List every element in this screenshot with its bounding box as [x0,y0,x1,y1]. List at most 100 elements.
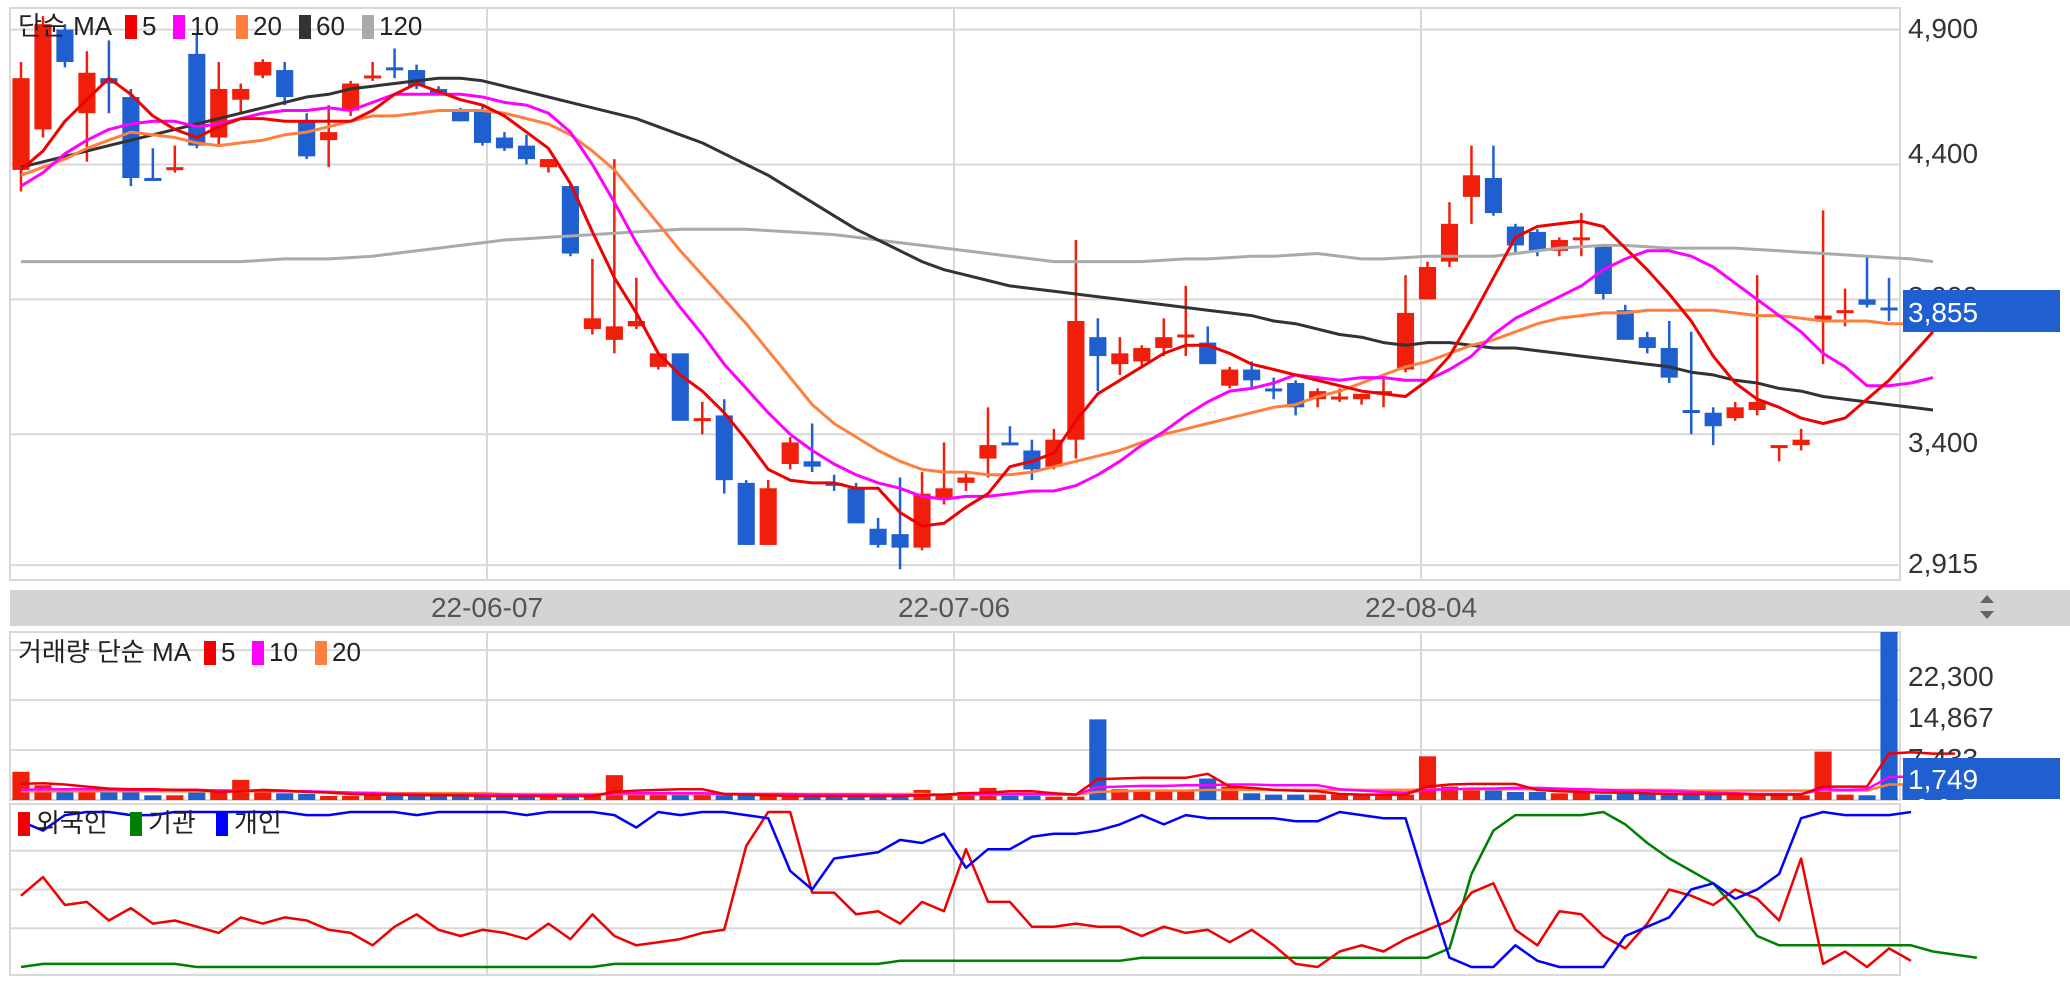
volume-bar [1748,794,1766,800]
volume-bar [473,795,492,800]
price-tick-label: 4,900 [1908,13,1978,44]
volume-bar [1704,794,1722,800]
volume-bar [1550,793,1568,800]
price-ma-label: 120 [379,11,422,41]
volume-bar [429,795,448,800]
candle-body [1067,320,1085,440]
date-bar [10,590,1903,626]
candle-body [869,528,887,545]
candle [254,59,272,79]
volume-bar [627,791,645,800]
candle-body [935,488,953,500]
volume-bar [451,795,470,800]
candle [232,83,250,114]
candle-body [122,97,140,178]
candle-body [1001,442,1019,446]
candle-body [1331,396,1349,400]
date-label: 22-07-06 [898,592,1010,623]
volume-bar [1572,791,1590,800]
investor-legend: 외국인 기관 개인 [18,808,282,838]
current-volume-bg [1903,758,2060,799]
current-price-text: 3,855 [1908,297,1978,328]
volume-bar [1243,793,1261,800]
candle-body [1748,401,1766,411]
grid-lines [9,7,1901,976]
date-label: 22-06-07 [431,592,543,623]
candle-body [320,132,338,141]
volume-bar [539,795,558,800]
volume-bar [1770,794,1788,800]
volume-bar [188,792,206,800]
price-ma-swatch [299,15,311,39]
volume-bar [1045,796,1063,800]
price-ma-label: 60 [316,11,345,41]
candle [539,159,558,173]
volume-bar [1792,795,1810,800]
current-price-label: 3,855 [1903,290,2060,332]
volume-bar [1374,794,1393,800]
volume-bar [715,795,733,800]
volume-bar [1858,795,1876,800]
candle [1682,331,1700,435]
investor-label: 기관 [148,808,196,838]
candle-body [913,493,931,548]
candle [517,134,536,165]
volume-bar [144,795,162,800]
price-ma-label: 5 [142,11,156,41]
volume-bar [847,795,865,800]
volume-bar [935,793,953,800]
volume-bar [1638,793,1656,800]
volume-bar [1155,790,1173,800]
candle-body [583,318,601,330]
candle-body [1550,240,1568,251]
candle-body [627,320,645,327]
candle-body [517,145,536,160]
candle-body [451,110,470,122]
candle-body [298,121,316,157]
ma10-line [20,92,1934,501]
candle-body [495,137,514,149]
candle-body [1111,353,1129,365]
candle [386,48,404,79]
candle-body [364,75,382,79]
candle [144,148,162,181]
candle [1770,445,1788,462]
candle [1396,275,1415,373]
updown-arrows-icon[interactable] [1980,595,1994,619]
candle [1111,337,1129,375]
candle [1792,428,1810,451]
candle [979,407,997,478]
volume-bar [803,795,821,800]
candle-body [1089,337,1107,357]
candle-body [1682,410,1700,414]
candle [1660,320,1678,384]
volume-bar [671,794,689,800]
candle-body [1133,347,1151,362]
investor-panel[interactable] [20,810,1978,969]
price-ma-label: 10 [190,11,219,41]
candle [1001,426,1019,446]
volume-bar [1287,794,1305,800]
ma20-line [20,109,1934,477]
candle [320,105,338,168]
price-tick-label: 2,915 [1908,548,1978,579]
candle [627,277,645,330]
candle [583,258,601,335]
price-panel[interactable] [12,16,1935,570]
candle-body [1462,175,1481,197]
candle-body [276,70,294,98]
volume-bar [364,795,382,800]
price-tick-label: 4,400 [1908,138,1978,169]
volume-panel[interactable] [12,632,1964,800]
volume-ma-swatch [315,641,327,665]
price-legend: 단순 MA 5 10 20 60 120 [18,11,422,41]
candle [12,61,30,192]
volume-bar [320,795,338,800]
candle [671,353,689,421]
volume-bar [1682,793,1700,800]
candle-body [1177,334,1195,338]
candle-body [1221,369,1239,386]
volume-bar [100,789,118,800]
